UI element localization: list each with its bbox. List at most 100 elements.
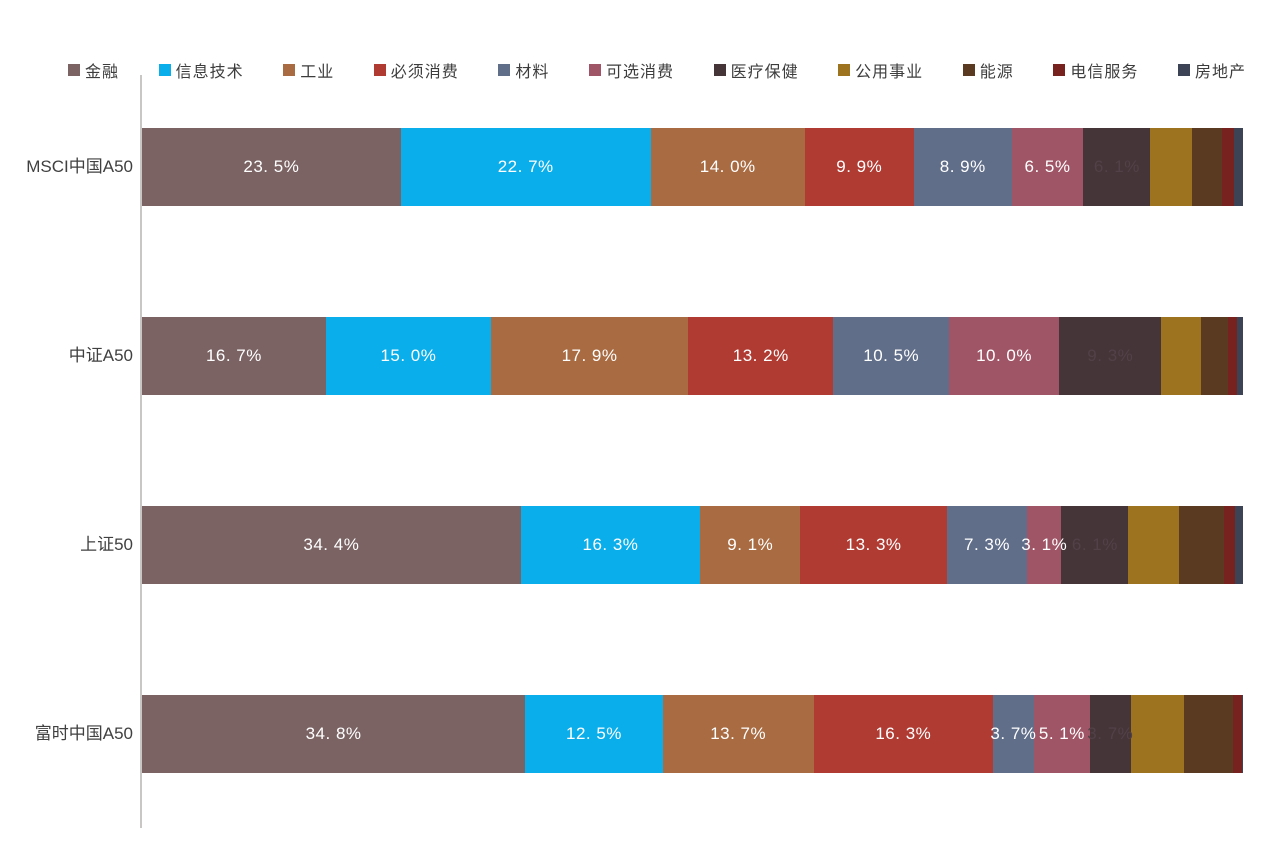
stacked-bar: 34. 8% 12. 5% 13. 7% 16. 3% 3. 7% 5. 1% 3. 7% (142, 695, 1243, 773)
legend-label: 必须消费 (390, 64, 459, 81)
bar-segment (1130, 695, 1184, 773)
bar-segment: 12. 5% (525, 695, 663, 773)
bar-row: 中证A50 16. 7% 15. 0% 17. 9% 13. 2% 10. 5% 10. 0… (0, 317, 1268, 395)
legend-swatch-icon (158, 64, 171, 76)
bar-segment: 13. 7% (662, 695, 814, 773)
bar-segment: 13. 3% (800, 506, 947, 584)
legend-label: 材料 (515, 64, 550, 81)
bar-segment (1235, 506, 1243, 584)
segment-value-label: 13. 7% (710, 724, 767, 743)
legend-label: 房地产 (1194, 64, 1246, 81)
bar-segment (1161, 317, 1202, 395)
segment-value-label: 8. 9% (939, 157, 986, 176)
bar-segment: 3. 7% (990, 695, 1037, 773)
segment-value-label: 6. 5% (1024, 157, 1071, 176)
bar-segment: 16. 3% (813, 695, 994, 773)
stacked-bar: 34. 4% 16. 3% 9. 1% 13. 3% 7. 3% 3. 1% 6. 1% (142, 506, 1243, 584)
legend-swatch-icon (838, 64, 851, 76)
legend-item: 工业 (283, 58, 334, 82)
segment-value-label: 12. 5% (565, 724, 622, 743)
segment-value-label: 14. 0% (699, 157, 756, 176)
legend-label: 医疗保健 (730, 64, 799, 81)
legend-swatch-icon (283, 64, 296, 76)
bar-segment: 3. 1% (1021, 506, 1067, 584)
segment-value-label: 3. 7% (1087, 724, 1134, 743)
bar-segment: 22. 7% (400, 128, 651, 206)
bar-segment: 15. 0% (325, 317, 491, 395)
segment-value-label: 10. 5% (863, 346, 920, 365)
legend-swatch-icon (962, 64, 975, 76)
segment-value-label: 3. 7% (990, 724, 1037, 743)
bar-segment (1222, 128, 1235, 206)
bar-segment: 14. 0% (650, 128, 805, 206)
segment-value-label: 15. 0% (380, 346, 437, 365)
bar-segment: 16. 7% (142, 317, 326, 395)
legend-item: 能源 (962, 58, 1014, 82)
legend-swatch-icon (68, 64, 80, 76)
bar-segment: 16. 3% (520, 506, 701, 584)
bar-segment (1192, 128, 1223, 206)
segment-value-label: 3. 1% (1021, 535, 1068, 554)
bar-segment (1227, 317, 1238, 395)
bar-row: 富时中国A50 34. 8% 12. 5% 13. 7% 16. 3% 3. 7% 5. 1… (0, 695, 1268, 773)
segment-value-label: 17. 9% (561, 346, 618, 365)
segment-value-label: 22. 7% (497, 157, 554, 176)
stacked-bar: 16. 7% 15. 0% 17. 9% 13. 2% 10. 5% 10. 0% 9. 3… (142, 317, 1243, 395)
legend-label: 电信服务 (1070, 64, 1139, 81)
bar-segment (1241, 695, 1243, 773)
segment-value-label: 7. 3% (963, 535, 1010, 554)
legend-item: 可选消费 (588, 58, 674, 82)
legend-label: 可选消费 (605, 64, 674, 81)
bar-segment: 8. 9% (913, 128, 1012, 206)
bar-segment: 23. 5% (142, 128, 401, 206)
legend-item: 医疗保健 (713, 58, 799, 82)
legend-item: 材料 (498, 58, 549, 82)
legend-item: 金融 (68, 58, 119, 82)
bar-segment (1150, 128, 1193, 206)
legend-swatch-icon (1053, 64, 1066, 76)
bar-segment (1179, 506, 1225, 584)
segment-value-label: 13. 2% (732, 346, 789, 365)
bar-row: 上证50 34. 4% 16. 3% 9. 1% 13. 3% 7. 3% 3. 1% 6. … (0, 506, 1268, 584)
legend-swatch-icon (498, 64, 511, 76)
legend-label: 工业 (300, 64, 335, 81)
legend-item: 房地产 (1177, 58, 1246, 82)
category-label: 中证A50 (68, 346, 133, 365)
segment-value-label: 34. 8% (305, 724, 362, 743)
bar-segment (1237, 317, 1243, 395)
bar-segment (1201, 317, 1228, 395)
segment-value-label: 10. 0% (976, 346, 1033, 365)
bar-segment (1233, 695, 1242, 773)
legend-item: 信息技术 (158, 58, 244, 82)
category-label: 上证50 (80, 535, 133, 554)
segment-value-label: 6. 1% (1071, 535, 1118, 554)
legend-swatch-icon (1177, 64, 1190, 76)
segment-value-label: 16. 7% (205, 346, 262, 365)
legend-item: 公用事业 (838, 58, 923, 82)
bar-segment (1128, 506, 1180, 584)
bar-segment (1224, 506, 1236, 584)
bar-segment: 9. 3% (1059, 317, 1162, 395)
bar-row: MSCI中国A50 23. 5% 22. 7% 14. 0% 9. 9% 8. 9% 6. … (0, 128, 1268, 206)
bar-segment (1183, 695, 1234, 773)
legend-item: 电信服务 (1053, 58, 1138, 82)
legend-swatch-icon (588, 64, 601, 76)
bar-segment: 7. 3% (946, 506, 1028, 584)
bar-segment: 34. 4% (142, 506, 521, 584)
bar-segment: 17. 9% (491, 317, 689, 395)
legend: 金融 信息技术 工业 必须消费 材料 可选消费 医疗保健 公用事业 能源 电信服务 房地产 (68, 58, 1246, 82)
segment-value-label: 9. 1% (727, 535, 774, 554)
category-axis-line (140, 75, 142, 828)
segment-value-label: 6. 1% (1093, 157, 1140, 176)
bar-segment: 13. 2% (688, 317, 834, 395)
segment-value-label: 5. 1% (1038, 724, 1085, 743)
legend-item: 必须消费 (373, 58, 459, 82)
segment-value-label: 23. 5% (243, 157, 300, 176)
bar-segment: 6. 1% (1061, 506, 1129, 584)
segment-value-label: 9. 3% (1087, 346, 1134, 365)
bar-segment: 9. 9% (804, 128, 914, 206)
segment-value-label: 13. 3% (845, 535, 902, 554)
category-label: 富时中国A50 (34, 724, 133, 743)
